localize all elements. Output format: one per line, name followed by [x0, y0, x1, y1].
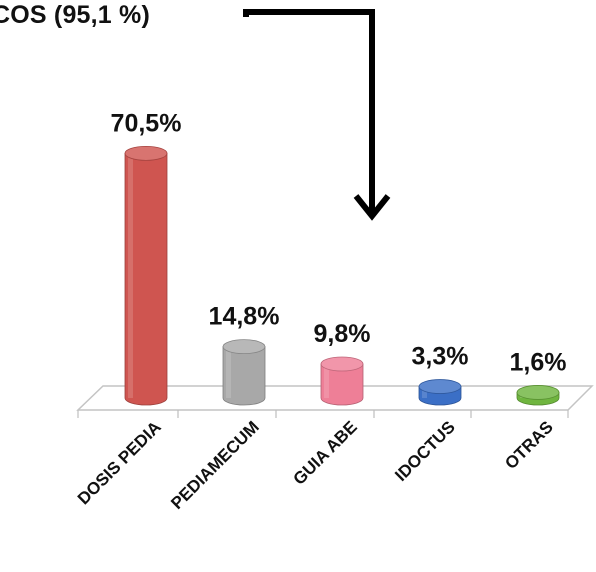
- value-labels: 70,5% 14,8% 9,8% 3,3% 1,6%: [111, 109, 567, 376]
- category-label: GUIA ABE: [290, 417, 361, 488]
- value-label: 70,5%: [111, 109, 182, 137]
- bar-body: [222, 346, 266, 406]
- annotation-arrowhead: [353, 194, 391, 221]
- bar-highlight: [128, 153, 133, 398]
- bar-top: [516, 385, 560, 400]
- bar-highlight: [422, 386, 427, 398]
- x-axis-ticks: [77, 410, 569, 418]
- bar-1: [124, 145, 168, 406]
- value-label: 3,3%: [412, 343, 469, 371]
- bars: [124, 145, 560, 406]
- value-label: 1,6%: [510, 348, 567, 376]
- bar-top: [418, 379, 462, 394]
- category-label: IDOCTUS: [391, 417, 459, 485]
- bar-4: [418, 379, 462, 406]
- bar-highlight: [226, 346, 231, 398]
- bar-top: [320, 356, 364, 372]
- category-label: OTRAS: [501, 417, 557, 473]
- bar-body: [124, 152, 168, 406]
- bar-top: [222, 339, 266, 355]
- bar-2: [222, 339, 266, 406]
- bar-5: [516, 385, 560, 406]
- value-label: 14,8%: [209, 303, 280, 331]
- value-label: 9,8%: [314, 320, 371, 348]
- chart-title: COS (95,1 %): [0, 1, 151, 29]
- bar-highlight: [324, 363, 329, 398]
- category-label: DOSIS PEDIA: [74, 417, 165, 508]
- bar-top: [124, 145, 168, 161]
- category-label: PEDIAMECUM: [167, 417, 263, 513]
- annotation-arrow: [243, 9, 375, 214]
- bar-body: [320, 363, 364, 406]
- bar-3: [320, 356, 364, 406]
- category-labels: DOSIS PEDIA PEDIAMECUM GUIA ABE IDOCTUS OTRA…: [74, 417, 557, 513]
